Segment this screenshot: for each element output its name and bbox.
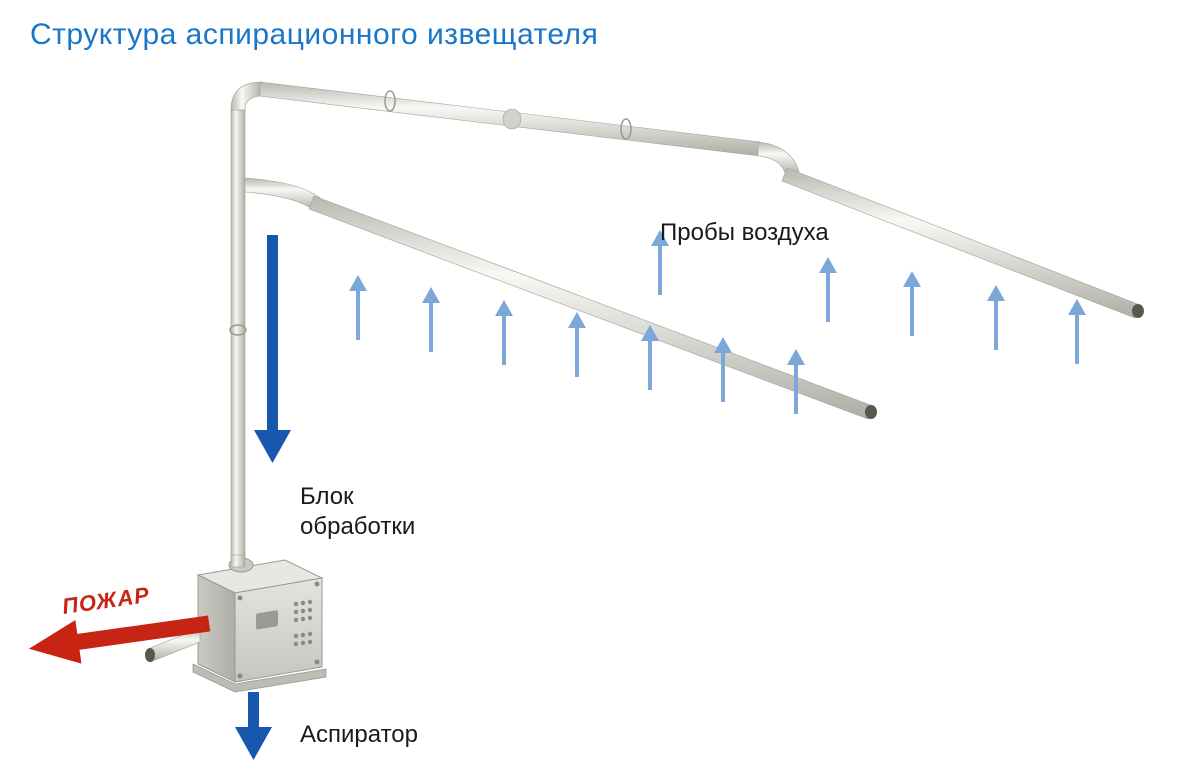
- aspirator-label: Аспиратор: [300, 720, 418, 750]
- air-samples-label: Пробы воздуха: [660, 218, 829, 248]
- processing-unit-label: Блок обработки: [300, 482, 415, 542]
- aspirator-arrow: [235, 692, 272, 760]
- diagram-svg: [0, 0, 1200, 772]
- flow-arrow: [254, 235, 291, 463]
